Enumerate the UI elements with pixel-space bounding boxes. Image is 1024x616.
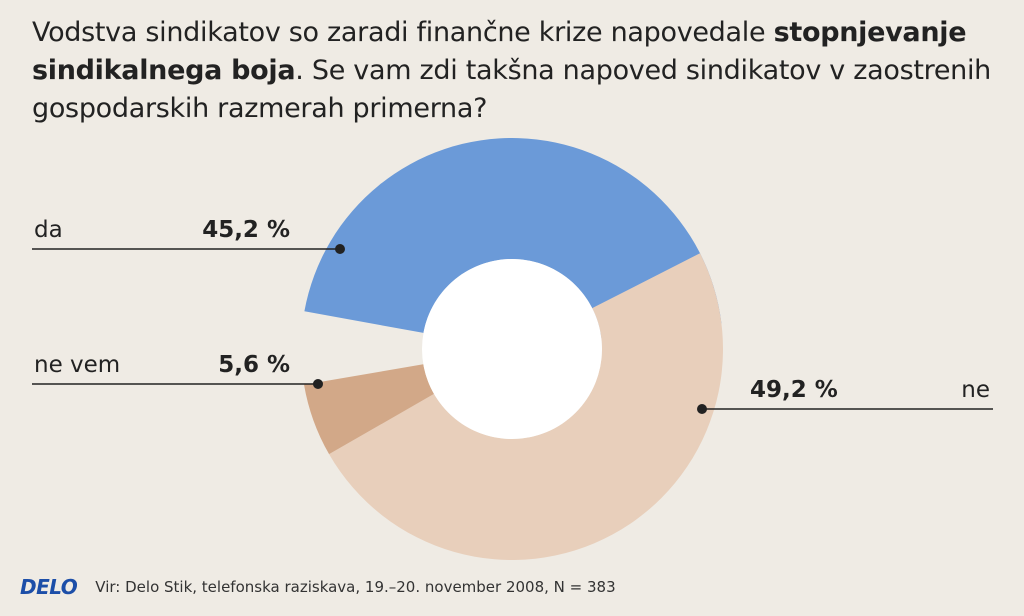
slice-da	[304, 137, 722, 339]
value-label-ne-vem: 5,6 %	[218, 352, 290, 378]
value-label-ne: 49,2 %	[750, 377, 838, 403]
leader-dot-ne	[697, 404, 707, 414]
footer: DELO Vir: Delo Stik, telefonska raziskav…	[20, 574, 616, 600]
label-ne-vem: ne vem	[34, 352, 120, 378]
donut-hole	[422, 259, 602, 439]
source-note: Vir: Delo Stik, telefonska raziskava, 19…	[95, 578, 616, 596]
delo-logo: DELO	[20, 575, 78, 599]
slice-ne	[329, 253, 724, 560]
label-da: da	[34, 217, 63, 243]
label-ne: ne	[961, 377, 990, 403]
leader-dot-da	[335, 244, 345, 254]
leader-dot-ne-vem	[313, 379, 323, 389]
title-text-start: Vodstva sindikatov so zaradi finančne kr…	[32, 17, 774, 48]
chart-title: Vodstva sindikatov so zaradi finančne kr…	[32, 14, 992, 128]
slice-ne-vem	[304, 364, 434, 455]
value-label-da: 45,2 %	[202, 217, 290, 243]
title-text-bold: stopnjevanje sindikalnega boja	[32, 17, 967, 86]
title-text-end: . Se vam zdi takšna napoved sindikatov v…	[32, 55, 991, 124]
